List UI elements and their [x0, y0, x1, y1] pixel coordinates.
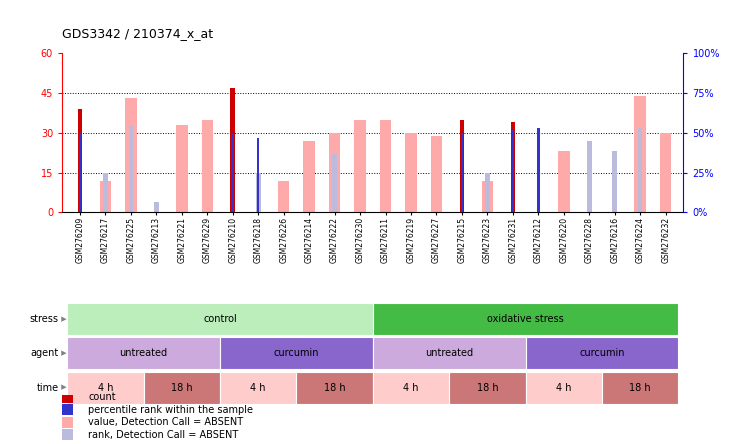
- Text: time: time: [37, 383, 58, 392]
- Text: 4 h: 4 h: [98, 383, 113, 392]
- Text: 4 h: 4 h: [251, 383, 266, 392]
- Text: percentile rank within the sample: percentile rank within the sample: [88, 405, 254, 415]
- Bar: [67, 372, 143, 404]
- Bar: [635, 96, 646, 213]
- Bar: [380, 119, 391, 213]
- Text: count: count: [88, 392, 116, 402]
- Bar: [67, 337, 220, 369]
- Text: agent: agent: [30, 349, 58, 358]
- Text: ▶: ▶: [59, 350, 67, 357]
- Bar: [510, 122, 515, 213]
- Bar: [638, 127, 643, 213]
- Bar: [526, 372, 602, 404]
- Bar: [373, 337, 526, 369]
- Bar: [62, 417, 72, 428]
- Bar: [485, 173, 490, 213]
- Text: 18 h: 18 h: [324, 383, 346, 392]
- Bar: [373, 372, 450, 404]
- Text: control: control: [203, 314, 237, 324]
- Bar: [660, 133, 671, 213]
- Bar: [62, 404, 72, 415]
- Text: oxidative stress: oxidative stress: [488, 314, 564, 324]
- Bar: [303, 141, 315, 213]
- Bar: [512, 130, 514, 213]
- Bar: [256, 173, 260, 213]
- Text: 18 h: 18 h: [629, 383, 651, 392]
- Bar: [558, 151, 569, 213]
- Text: untreated: untreated: [120, 349, 167, 358]
- Text: curcumin: curcumin: [273, 349, 319, 358]
- Bar: [461, 133, 463, 213]
- Bar: [154, 202, 159, 213]
- Bar: [129, 125, 133, 213]
- Bar: [431, 135, 442, 213]
- Bar: [373, 303, 678, 335]
- Bar: [329, 133, 341, 213]
- Bar: [450, 372, 526, 404]
- Bar: [220, 337, 373, 369]
- Text: 18 h: 18 h: [171, 383, 193, 392]
- Bar: [460, 119, 464, 213]
- Bar: [587, 141, 591, 213]
- Bar: [482, 181, 493, 213]
- Bar: [278, 181, 289, 213]
- Bar: [79, 133, 81, 213]
- Text: GDS3342 / 210374_x_at: GDS3342 / 210374_x_at: [62, 27, 213, 40]
- Bar: [125, 99, 137, 213]
- Bar: [67, 303, 373, 335]
- Bar: [526, 337, 678, 369]
- Bar: [230, 88, 235, 213]
- Text: 4 h: 4 h: [556, 383, 572, 392]
- Bar: [103, 173, 107, 213]
- Text: ▶: ▶: [59, 316, 67, 322]
- Bar: [202, 119, 213, 213]
- Bar: [220, 372, 296, 404]
- Bar: [77, 109, 83, 213]
- Bar: [143, 372, 220, 404]
- Text: rank, Detection Call = ABSENT: rank, Detection Call = ABSENT: [88, 430, 239, 440]
- Bar: [333, 154, 337, 213]
- Text: 18 h: 18 h: [477, 383, 499, 392]
- Bar: [62, 429, 72, 440]
- Bar: [405, 133, 417, 213]
- Bar: [602, 372, 678, 404]
- Text: untreated: untreated: [425, 349, 473, 358]
- Bar: [232, 133, 234, 213]
- Bar: [613, 151, 617, 213]
- Text: curcumin: curcumin: [579, 349, 625, 358]
- Bar: [99, 181, 111, 213]
- Bar: [257, 138, 260, 213]
- Bar: [355, 119, 366, 213]
- Bar: [176, 125, 188, 213]
- Text: value, Detection Call = ABSENT: value, Detection Call = ABSENT: [88, 417, 243, 427]
- Bar: [62, 392, 72, 403]
- Text: stress: stress: [29, 314, 58, 324]
- Text: ▶: ▶: [59, 385, 67, 391]
- Text: 4 h: 4 h: [404, 383, 419, 392]
- Bar: [296, 372, 373, 404]
- Bar: [537, 127, 539, 213]
